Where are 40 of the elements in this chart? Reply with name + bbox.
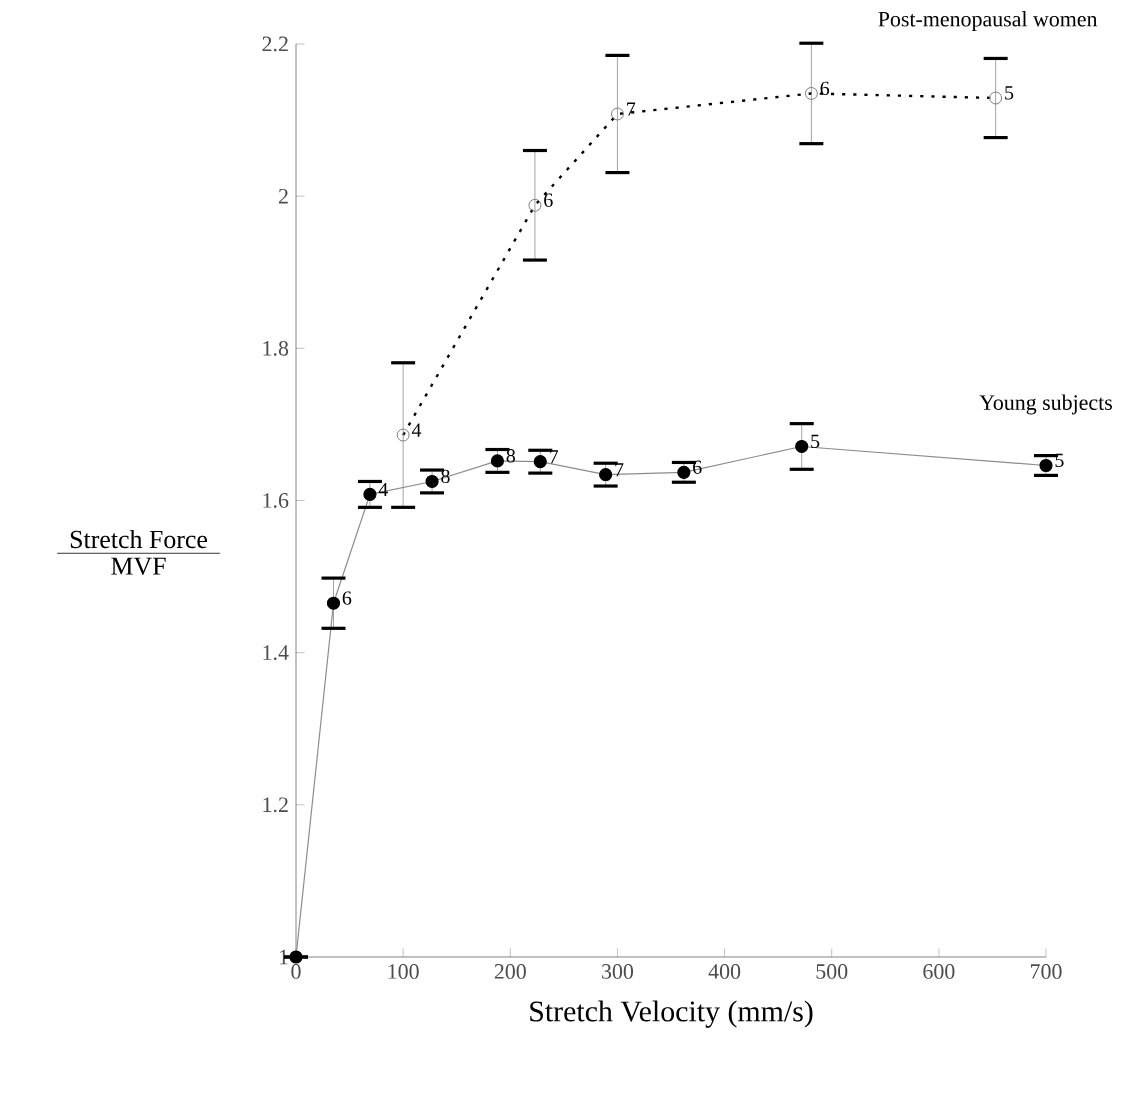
- annotation: 7: [615, 463, 624, 477]
- y-axis-title: Stretch Force: [70, 529, 208, 549]
- annotation: 8: [506, 449, 516, 463]
- y-tick-label: 2: [278, 188, 288, 204]
- annotation: 7: [627, 102, 636, 116]
- x-tick-label: 200: [494, 964, 526, 979]
- y-tick-label: 2.2: [262, 36, 288, 52]
- annotation: 6: [820, 81, 830, 96]
- point: [533, 455, 547, 469]
- point: [326, 596, 341, 610]
- point: [490, 454, 505, 468]
- annotation: 5: [811, 434, 820, 449]
- x-axis-title: Stretch Velocity (mm/s): [530, 1000, 813, 1028]
- point: [795, 439, 809, 454]
- text: MVF: [111, 557, 166, 576]
- annotation: 6: [693, 460, 702, 474]
- x-tick-label: 400: [708, 964, 741, 979]
- y-tick-label: 1.6: [263, 493, 289, 508]
- annotation: 4: [378, 482, 388, 497]
- x-tick-label: 300: [602, 964, 634, 979]
- y-tick-label: 1.4: [263, 645, 289, 661]
- annotation: 6: [342, 591, 352, 605]
- annotation: 5: [1005, 86, 1014, 100]
- text: Post-menopausal women: [878, 11, 1098, 31]
- point: [677, 465, 691, 479]
- annotation: 4: [411, 423, 422, 437]
- x-tick-label: 500: [816, 964, 848, 979]
- x-tick-label: 100: [388, 964, 419, 979]
- x-tick-label: 600: [923, 964, 955, 979]
- point: [289, 950, 303, 964]
- point: [599, 468, 613, 482]
- point: [425, 474, 439, 489]
- x-tick-label: 700: [1031, 964, 1062, 979]
- text: Young subjects: [979, 394, 1112, 415]
- x-tick-label: 0: [291, 964, 301, 979]
- point: [363, 487, 377, 501]
- annotation: 8: [441, 469, 450, 484]
- annotation: 6: [544, 193, 553, 207]
- y-tick-label: 1.2: [263, 797, 288, 813]
- y-tick-label: 1.8: [263, 340, 289, 356]
